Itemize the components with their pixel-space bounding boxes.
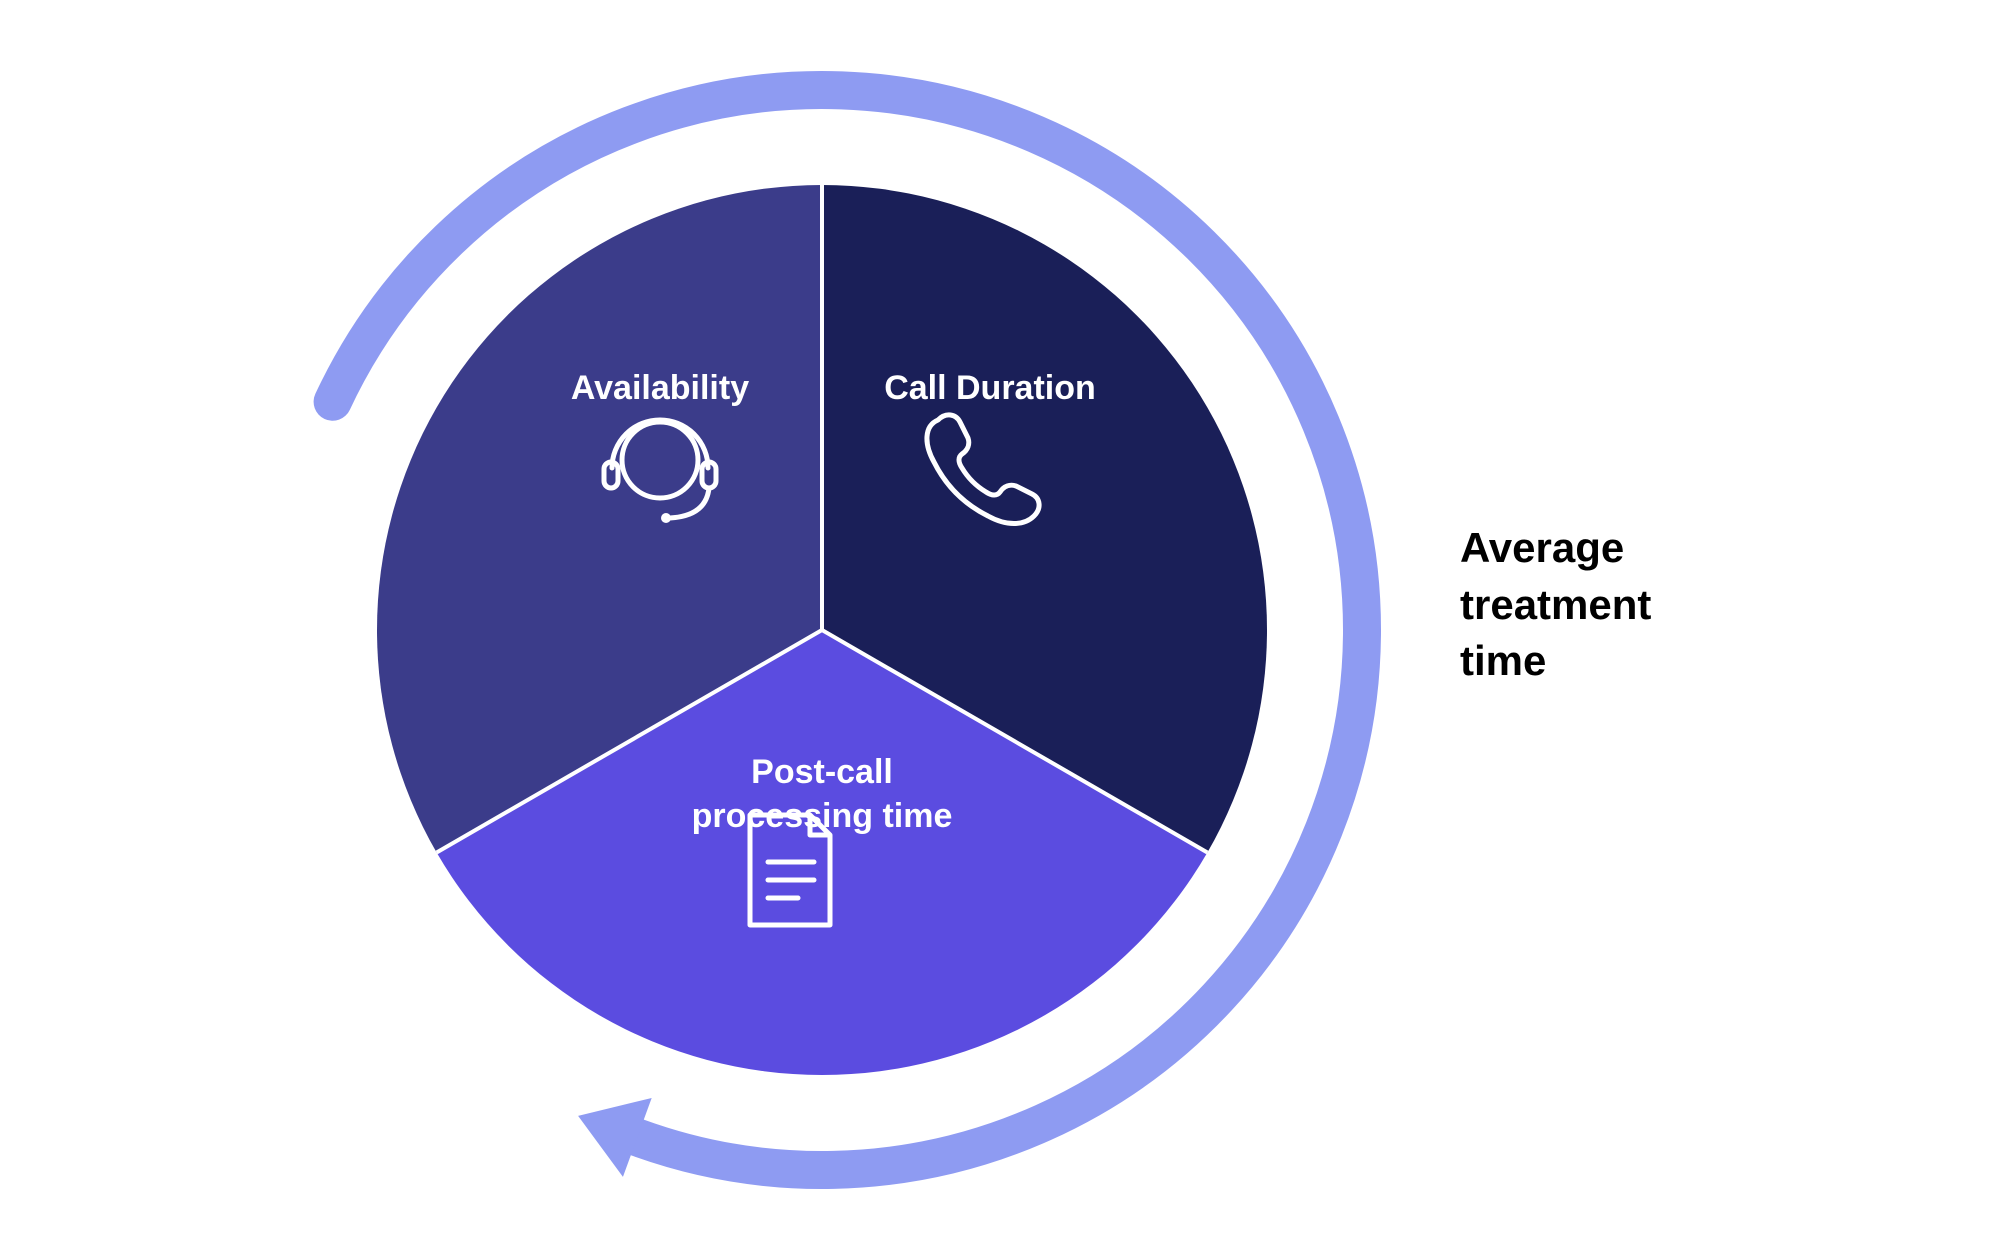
diagram-container: Availability Call Duration Post-call pro… <box>240 40 1400 1200</box>
availability-label-text: Availability <box>571 369 749 407</box>
pie-diagram-svg <box>240 40 1400 1200</box>
caption-line2: treatment <box>1460 581 1651 628</box>
availability-label: Availability <box>530 366 790 410</box>
post-call-label-line2: processing time <box>692 797 953 835</box>
caption: Average treatment time <box>1460 520 1651 690</box>
call-duration-label-text: Call Duration <box>884 369 1096 407</box>
caption-line3: time <box>1460 637 1546 684</box>
call-duration-label: Call Duration <box>850 366 1130 410</box>
post-call-label-line1: Post-call <box>751 753 893 791</box>
caption-line1: Average <box>1460 524 1624 571</box>
post-call-label: Post-call processing time <box>662 750 982 838</box>
